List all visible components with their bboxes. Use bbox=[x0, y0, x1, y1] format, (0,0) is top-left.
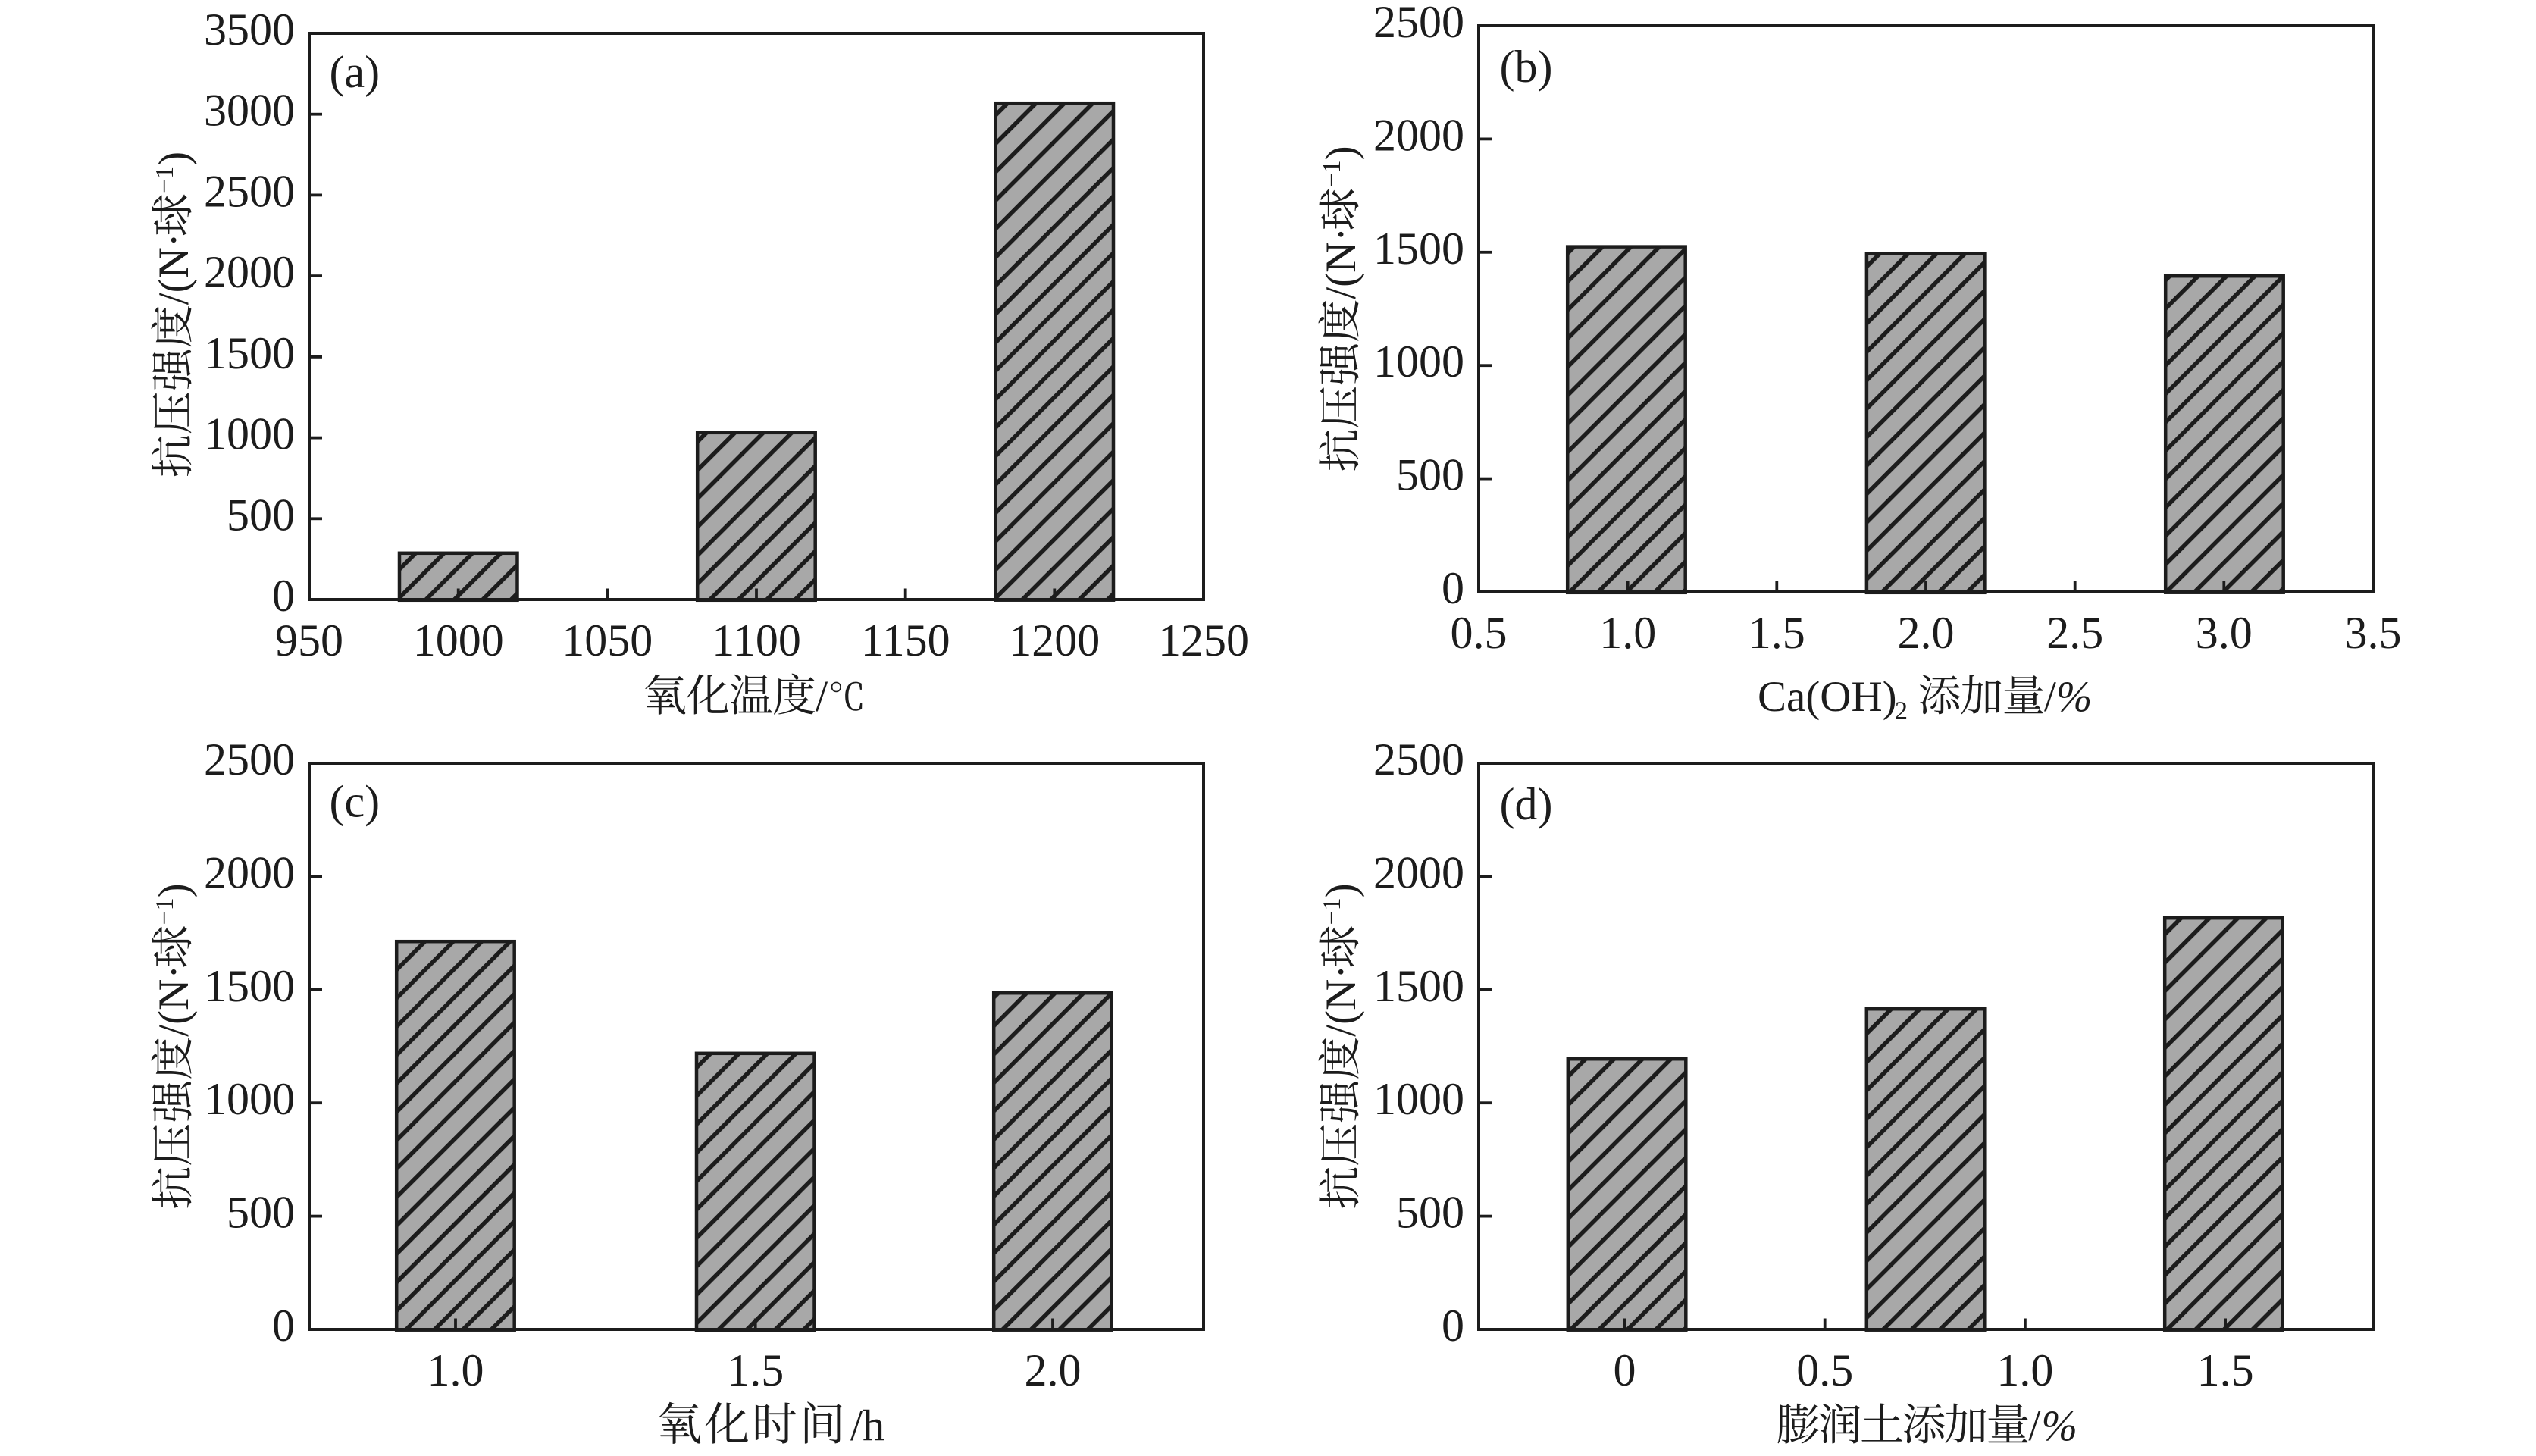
svg-text:): ) bbox=[1317, 883, 1365, 897]
svg-text:/(N·: /(N· bbox=[1317, 965, 1365, 1037]
svg-text:2.0: 2.0 bbox=[1898, 608, 1955, 658]
svg-text:2000: 2000 bbox=[204, 847, 295, 897]
svg-text:3000: 3000 bbox=[204, 86, 295, 136]
svg-text:2.5: 2.5 bbox=[2046, 608, 2103, 658]
svg-text:2.0: 2.0 bbox=[1025, 1345, 1082, 1395]
svg-text:−1: −1 bbox=[1318, 160, 1346, 187]
svg-text:1500: 1500 bbox=[1373, 224, 1464, 274]
svg-text:/: / bbox=[2028, 1401, 2041, 1450]
svg-text:3500: 3500 bbox=[204, 5, 295, 55]
svg-text:1.5: 1.5 bbox=[1749, 608, 1805, 658]
svg-text:2000: 2000 bbox=[1373, 847, 1464, 897]
svg-text:−1: −1 bbox=[151, 166, 179, 193]
svg-text:/(N·: /(N· bbox=[150, 965, 198, 1037]
svg-text:0: 0 bbox=[272, 1301, 295, 1351]
svg-text:2500: 2500 bbox=[204, 734, 295, 784]
svg-text:1150: 1150 bbox=[861, 615, 950, 665]
svg-text:1.0: 1.0 bbox=[1996, 1345, 2053, 1395]
svg-text:1000: 1000 bbox=[1373, 1074, 1464, 1124]
svg-text:(d): (d) bbox=[1500, 779, 1553, 829]
svg-text:(a): (a) bbox=[330, 47, 380, 97]
svg-text:(c): (c) bbox=[330, 777, 380, 827]
svg-text:/: / bbox=[2044, 673, 2056, 721]
svg-text:Ca(OH): Ca(OH) bbox=[1758, 673, 1897, 721]
svg-text:0: 0 bbox=[1442, 563, 1464, 613]
svg-text:1000: 1000 bbox=[413, 615, 504, 665]
svg-text:500: 500 bbox=[1396, 450, 1464, 500]
svg-text:1250: 1250 bbox=[1158, 615, 1249, 665]
svg-text:1.5: 1.5 bbox=[727, 1345, 784, 1395]
svg-text:1500: 1500 bbox=[204, 961, 295, 1011]
svg-text:1.0: 1.0 bbox=[1599, 608, 1656, 658]
svg-text:1200: 1200 bbox=[1009, 615, 1100, 665]
svg-text:2000: 2000 bbox=[1373, 110, 1464, 160]
svg-text:/: / bbox=[816, 672, 828, 721]
svg-text:1.5: 1.5 bbox=[2197, 1345, 2254, 1395]
svg-text:0.5: 0.5 bbox=[1451, 608, 1508, 658]
svg-text:%: % bbox=[2056, 673, 2092, 721]
svg-text:1000: 1000 bbox=[1373, 337, 1464, 387]
svg-text:0: 0 bbox=[1442, 1301, 1464, 1351]
svg-text:1050: 1050 bbox=[562, 615, 653, 665]
svg-text:1000: 1000 bbox=[204, 409, 295, 459]
svg-text:/(N·: /(N· bbox=[1317, 227, 1365, 299]
svg-text:1.0: 1.0 bbox=[427, 1345, 484, 1395]
svg-text:1000: 1000 bbox=[204, 1074, 295, 1124]
svg-text:%: % bbox=[2042, 1402, 2077, 1450]
svg-text:2500: 2500 bbox=[204, 166, 295, 216]
svg-text:2500: 2500 bbox=[1373, 734, 1464, 784]
svg-text:−1: −1 bbox=[151, 897, 179, 925]
svg-text:2: 2 bbox=[1895, 697, 1908, 725]
svg-text:0.5: 0.5 bbox=[1796, 1345, 1853, 1395]
svg-text:1100: 1100 bbox=[712, 615, 801, 665]
svg-text:1500: 1500 bbox=[204, 328, 295, 378]
svg-text:0: 0 bbox=[1614, 1345, 1636, 1395]
svg-text:3.0: 3.0 bbox=[2196, 608, 2253, 658]
svg-text:2000: 2000 bbox=[204, 247, 295, 297]
svg-text:(b): (b) bbox=[1500, 42, 1553, 92]
svg-text:): ) bbox=[1317, 146, 1365, 160]
svg-text:): ) bbox=[150, 152, 198, 166]
svg-text:): ) bbox=[150, 883, 198, 897]
svg-text:/h: /h bbox=[850, 1401, 884, 1450]
svg-text:500: 500 bbox=[1396, 1188, 1464, 1238]
svg-text:0: 0 bbox=[272, 571, 295, 621]
svg-text:/(N·: /(N· bbox=[150, 233, 198, 305]
svg-text:1500: 1500 bbox=[1373, 961, 1464, 1011]
svg-text:2500: 2500 bbox=[1373, 0, 1464, 47]
svg-text:950: 950 bbox=[275, 615, 343, 665]
svg-text:500: 500 bbox=[227, 490, 295, 540]
svg-text:500: 500 bbox=[227, 1188, 295, 1238]
svg-text:3.5: 3.5 bbox=[2345, 608, 2402, 658]
svg-text:−1: −1 bbox=[1318, 897, 1346, 925]
